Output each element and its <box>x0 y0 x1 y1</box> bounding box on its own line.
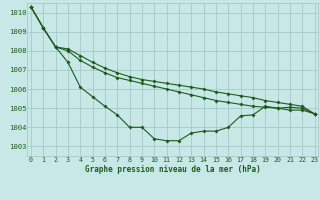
X-axis label: Graphe pression niveau de la mer (hPa): Graphe pression niveau de la mer (hPa) <box>85 165 261 174</box>
